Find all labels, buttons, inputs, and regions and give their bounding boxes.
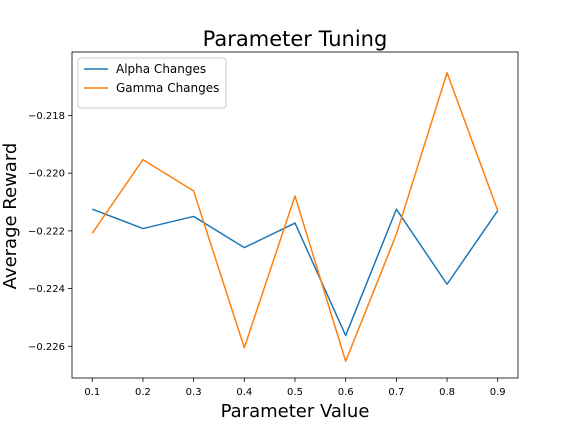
series-line-0	[92, 208, 499, 337]
x-tick-label: 0.8	[439, 387, 455, 398]
x-tick-label: 0.7	[388, 387, 404, 398]
x-tick-label: 0.1	[84, 387, 100, 398]
y-axis-label: Average Reward	[0, 143, 21, 290]
legend-box	[77, 57, 227, 109]
y-tick-label: −0.224	[28, 284, 65, 295]
x-tick-label: 0.5	[287, 387, 303, 398]
x-tick-label: 0.6	[338, 387, 354, 398]
x-tick-label: 0.9	[490, 387, 506, 398]
y-axis: −0.226 −0.224 −0.222 −0.220 −0.218	[28, 111, 72, 353]
x-tick-label: 0.3	[186, 387, 202, 398]
y-tick-label: −0.220	[28, 169, 65, 180]
y-tick-label: −0.222	[28, 226, 65, 237]
chart-title: Parameter Tuning	[203, 27, 388, 51]
legend-label-1: Gamma Changes	[116, 81, 219, 95]
y-tick-label: −0.218	[28, 111, 65, 122]
legend-label-0: Alpha Changes	[116, 62, 206, 76]
series-line-1	[91, 72, 499, 363]
x-axis-label: Parameter Value	[221, 401, 370, 422]
x-tick-label: 0.4	[236, 387, 252, 398]
legend: Alpha Changes Gamma Changes	[77, 57, 227, 109]
y-tick-label: −0.226	[28, 342, 65, 353]
x-tick-label: 0.2	[135, 387, 151, 398]
x-axis: 0.1 0.2 0.3 0.4 0.5 0.6 0.7 0.8 0.9	[84, 378, 506, 398]
